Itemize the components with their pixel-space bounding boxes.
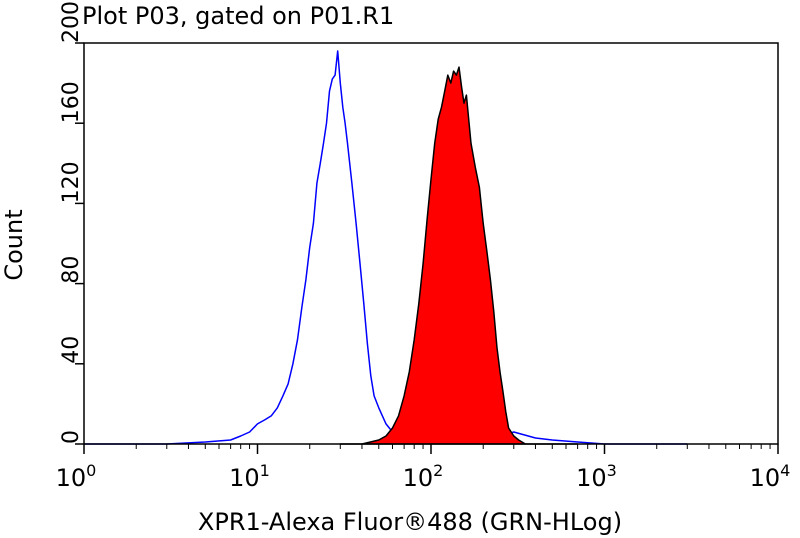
x-tick-label: 104: [750, 461, 791, 492]
series-1-filled-histogram: [339, 66, 579, 445]
chart-title: Plot P03, gated on P01.R1: [82, 2, 394, 30]
y-tick-label: 120: [59, 161, 84, 203]
y-axis-label: Count: [0, 209, 28, 280]
x-tick-label: 101: [229, 461, 270, 492]
y-tick-label: 160: [59, 81, 84, 123]
x-tick-label: 102: [403, 461, 444, 492]
x-axis: 100 101 102 103 104: [56, 444, 791, 492]
x-tick-label: 103: [576, 461, 617, 492]
y-tick-label: 80: [59, 256, 84, 284]
series-0-outline-histogram: [84, 50, 688, 445]
y-tick-label: 200: [59, 1, 84, 43]
x-axis-label: XPR1-Alexa Fluor®488 (GRN-HLog): [198, 508, 622, 536]
y-tick-label: 40: [59, 336, 84, 364]
x-tick-label: 100: [56, 461, 97, 492]
plot-area: [84, 50, 688, 445]
y-tick-label: 0: [59, 430, 84, 444]
y-axis: 0 40 80 120 160 200: [59, 1, 84, 445]
